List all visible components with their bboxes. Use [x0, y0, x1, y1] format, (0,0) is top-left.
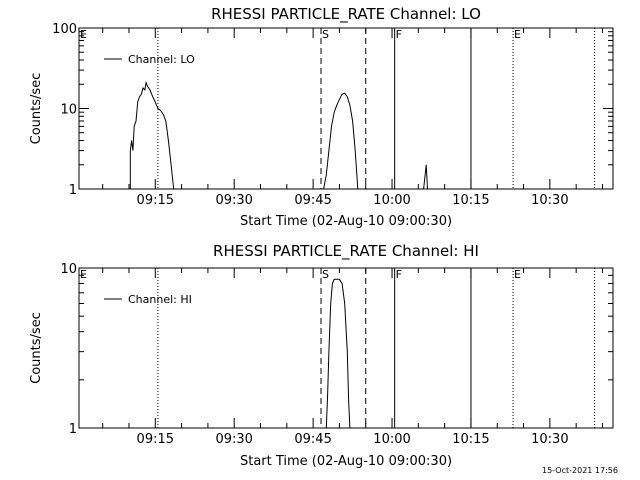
event-marker-label: S [322, 268, 329, 281]
x-tick-label: 09:15 [137, 193, 174, 208]
chart-title: RHESSI PARTICLE_RATE Channel: HI [213, 242, 479, 261]
x-tick-label: 09:30 [215, 432, 252, 447]
event-marker-label: E [514, 28, 521, 41]
event-marker-label: F [396, 268, 402, 281]
y-tick-label: 10 [60, 262, 77, 277]
event-marker-label: E [80, 268, 87, 281]
series-line [423, 164, 428, 190]
x-tick-label: 10:30 [531, 193, 568, 208]
event-marker-label: E [514, 268, 521, 281]
y-tick-label: 1 [69, 183, 77, 198]
chart-panel-2: RHESSI PARTICLE_RATE Channel: HI 1 10 09:15… [29, 242, 614, 469]
x-tick-label: 10:00 [373, 193, 410, 208]
legend-label: Channel: HI [128, 293, 192, 306]
series-line [323, 92, 359, 190]
x-tick-label: 10:00 [373, 432, 410, 447]
y-tick-label: 1 [69, 422, 77, 437]
x-axis-label: Start Time (02-Aug-10 09:00:30) [240, 454, 452, 469]
series-line [325, 278, 351, 429]
footer-timestamp: 15-Oct-2021 17:56 [542, 466, 618, 475]
x-tick-label: 09:45 [294, 193, 331, 208]
series-line [129, 80, 175, 190]
y-tick-label: 10 [60, 103, 77, 118]
x-axis-label: Start Time (02-Aug-10 09:00:30) [240, 214, 452, 229]
event-marker-label: F [396, 28, 402, 41]
x-tick-label: 10:30 [531, 432, 568, 447]
x-tick-label: 10:15 [452, 193, 489, 208]
chart-panel-1: RHESSI PARTICLE_RATE Channel: LO 1 10 100 09… [29, 5, 614, 229]
x-tick-label: 09:45 [294, 432, 331, 447]
x-tick-label: 09:15 [137, 432, 174, 447]
y-axis-label: Counts/sec [29, 73, 44, 145]
x-tick-label: 09:30 [215, 193, 252, 208]
event-marker-label: S [322, 28, 329, 41]
event-marker-label: E [80, 28, 87, 41]
y-tick-label: 100 [52, 22, 77, 37]
legend-label: Channel: LO [128, 53, 195, 66]
y-axis-label: Counts/sec [29, 312, 44, 384]
plot-frame [78, 267, 614, 429]
x-tick-label: 10:15 [452, 432, 489, 447]
chart-title: RHESSI PARTICLE_RATE Channel: LO [211, 5, 481, 24]
